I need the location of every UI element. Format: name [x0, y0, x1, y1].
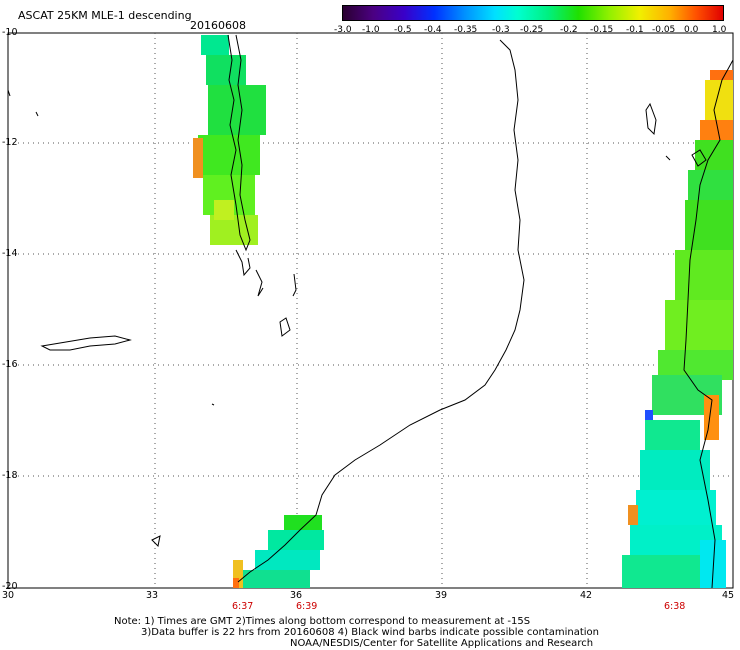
note-line-2: 3)Data buffer is 22 hrs from 20160608 4)…: [141, 627, 599, 638]
pass-time: 6:37: [232, 601, 254, 612]
pass-time: 6:39: [296, 601, 318, 612]
colorbar-label: -0.15: [590, 25, 614, 35]
product-title: ASCAT 25KM MLE-1 descending: [18, 9, 192, 22]
colorbar: [342, 5, 724, 21]
colorbar-label: -0.1: [626, 25, 644, 35]
x-tick-label: 42: [580, 590, 593, 601]
colorbar-label: -0.3: [492, 25, 510, 35]
colorbar-label: -0.5: [394, 25, 412, 35]
y-tick-label: -12: [2, 137, 18, 148]
wind-swath-west: [193, 35, 266, 245]
colorbar-label: 1.0: [712, 25, 727, 35]
x-tick-label: 36: [290, 590, 303, 601]
note-line-1: Note: 1) Times are GMT 2)Times along bot…: [114, 616, 531, 627]
colorbar-label: -3.0: [334, 25, 352, 35]
colorbar-label: 0.0: [684, 25, 699, 35]
coastlines: [7, 34, 734, 589]
colorbar-labels: -3.0 -1.0 -0.5 -0.4 -0.35 -0.3 -0.25 -0.…: [332, 25, 732, 37]
map-frame: [7, 32, 734, 589]
y-tick-label: -14: [2, 248, 18, 259]
wind-swath-south: [233, 515, 324, 588]
y-tick-label: -16: [2, 359, 18, 370]
colorbar-label: -0.4: [424, 25, 442, 35]
x-tick-label: 45: [722, 590, 735, 601]
x-tick-label: 33: [146, 590, 159, 601]
graticule: [8, 33, 733, 588]
wind-swath-east: [622, 70, 733, 588]
y-tick-label: -10: [2, 27, 18, 38]
colorbar-label: -0.25: [520, 25, 544, 35]
x-tick-label: 30: [2, 590, 15, 601]
colorbar-label: -1.0: [362, 25, 380, 35]
product-date: 20160608: [190, 19, 246, 32]
y-tick-label: -20: [2, 581, 18, 592]
x-tick-label: 39: [435, 590, 448, 601]
note-line-3: NOAA/NESDIS/Center for Satellite Applica…: [290, 638, 594, 649]
colorbar-label: -0.05: [652, 25, 676, 35]
colorbar-label: -0.2: [560, 25, 578, 35]
colorbar-label: -0.35: [454, 25, 478, 35]
pass-time: 6:38: [664, 601, 686, 612]
y-tick-label: -18: [2, 470, 18, 481]
